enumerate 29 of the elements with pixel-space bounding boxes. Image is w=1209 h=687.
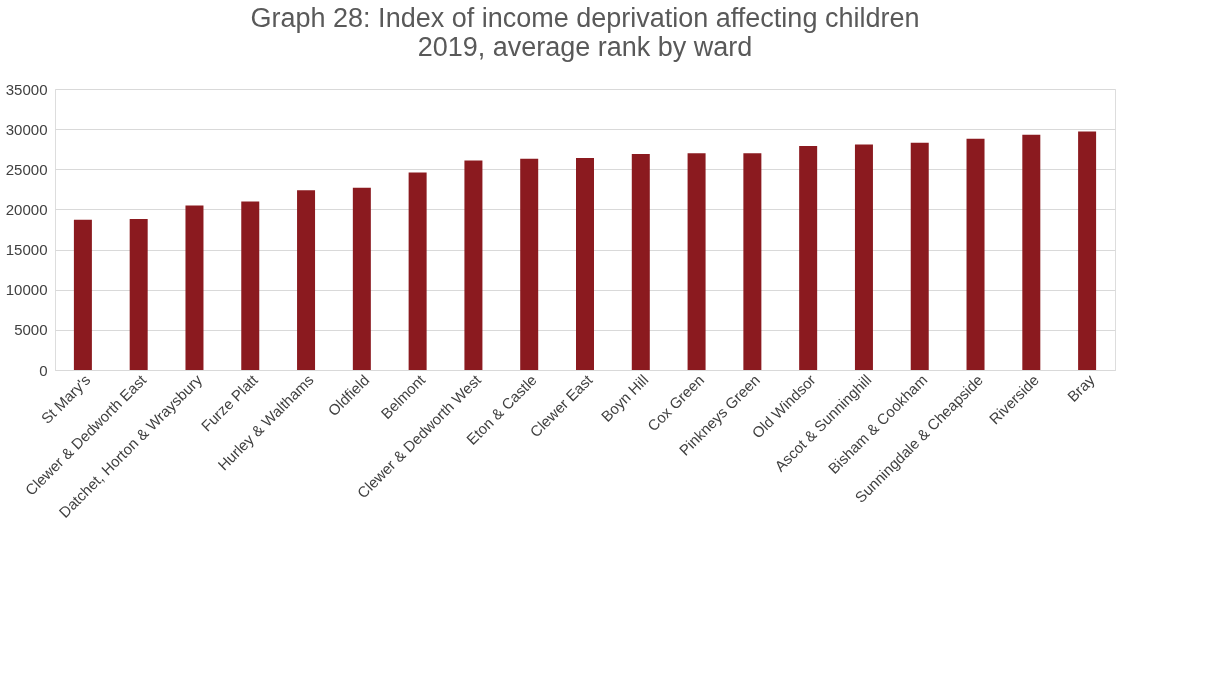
bar [129,219,148,370]
bar [1022,134,1041,370]
bar [799,146,818,370]
y-tick-label: 30000 [5,120,48,138]
bar [576,158,594,370]
y-tick-label: 35000 [5,80,48,98]
bar [1078,131,1097,370]
y-tick-label: 15000 [5,241,48,259]
text: Graph 28: Index of income deprivation affecting children [250,3,920,33]
bar [910,142,929,370]
bar [352,187,371,370]
y-tick-label: 20000 [5,200,48,218]
text: 2019, average rank by ward [417,32,753,62]
bar [854,144,873,370]
bar [241,201,260,370]
bar [73,219,92,370]
bar [297,190,316,370]
y-tick-label: 10000 [5,281,48,299]
bar [743,153,762,370]
bar [520,158,539,370]
bar [185,205,204,370]
bar [408,172,427,370]
bar [687,153,706,370]
bar [464,160,483,370]
y-tick-label: 25000 [5,160,48,178]
bar [631,154,650,370]
y-tick-label: 5000 [14,321,48,339]
y-tick-label: 0 [39,361,48,379]
bar [966,138,985,370]
